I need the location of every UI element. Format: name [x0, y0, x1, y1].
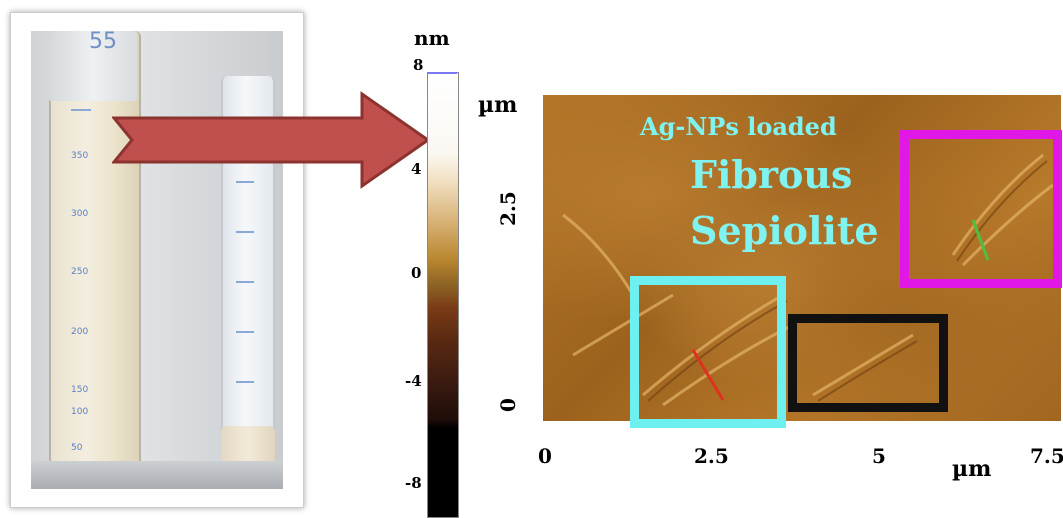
colorbar-top-line: [427, 72, 457, 74]
scale-tick: [236, 331, 254, 333]
fiber-shadow: [956, 160, 1048, 262]
colorbar-tick: 4: [411, 160, 422, 178]
scale-label: 150: [71, 385, 89, 395]
highlight-box-cyan: [630, 276, 786, 428]
photo-scene: 55 350 300 250 200 150 100 50: [31, 31, 283, 489]
left-cylinder-dispersed: [49, 31, 141, 471]
fiber: [572, 293, 674, 357]
right-arrow-icon: [112, 91, 431, 189]
x-tick: 2.5: [694, 444, 729, 468]
highlight-box-magenta: [900, 130, 1062, 288]
colorbar: [427, 72, 459, 518]
fiber: [562, 213, 635, 296]
fiber: [961, 183, 1054, 267]
scale-tick: [236, 281, 254, 283]
scale-label: 300: [71, 209, 89, 219]
cross-section-line-green: [971, 219, 990, 261]
highlight-box-black: [788, 314, 948, 412]
y-tick: 2.5: [496, 191, 520, 226]
fiber: [812, 333, 914, 397]
x-tick: 7.5: [1030, 444, 1063, 468]
scale-label: 250: [71, 267, 89, 277]
colorbar-unit: nm: [414, 26, 450, 50]
x-tick: 0: [538, 444, 552, 468]
cross-section-line-red: [691, 349, 725, 401]
x-axis-unit: µm: [952, 456, 992, 482]
scale-label: 100: [71, 407, 89, 417]
afm-label-line1: Ag-NPs loaded: [640, 112, 837, 141]
fiber-shadow: [647, 300, 788, 402]
afm-image: [543, 95, 1061, 421]
colorbar-tick: 8: [413, 56, 424, 74]
scale-tick: [236, 181, 254, 183]
scale-tick: [236, 381, 254, 383]
afm-label-line2: Fibrous: [690, 152, 853, 197]
cylinder-photo: 55 350 300 250 200 150 100 50: [10, 12, 304, 508]
y-tick: 0: [496, 398, 520, 412]
colorbar-tick: 0: [411, 264, 422, 282]
y-axis-unit: µm: [478, 92, 518, 118]
arrow-shape: [112, 91, 431, 189]
scale-label: 350: [71, 151, 89, 161]
colorbar-tick: -4: [405, 372, 422, 390]
afm-label-line3: Sepiolite: [690, 208, 879, 253]
scale-tick: [236, 231, 254, 233]
fiber-shadow: [817, 340, 918, 402]
cylinder-mark: 55: [89, 31, 117, 54]
fiber: [642, 293, 784, 397]
colorbar-tick: -8: [405, 474, 422, 492]
scale-tick: [71, 109, 91, 111]
left-cylinder-top: [49, 31, 137, 101]
cylinder-base: [31, 461, 283, 489]
scale-label: 50: [71, 443, 83, 453]
scale-label: 200: [71, 327, 89, 337]
x-tick: 5: [872, 444, 886, 468]
fiber: [951, 153, 1044, 256]
